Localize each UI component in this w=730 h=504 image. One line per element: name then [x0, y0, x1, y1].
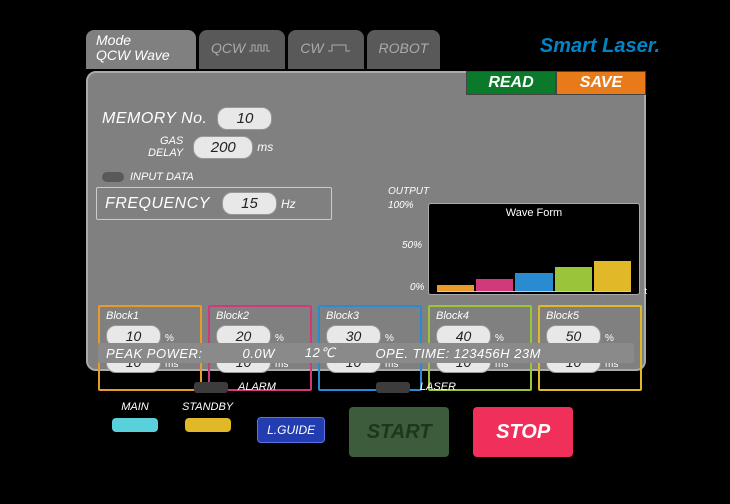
- gas-delay-value[interactable]: 200: [193, 136, 253, 159]
- brand-logo: Smart Laser.: [540, 35, 660, 58]
- main-led: [112, 418, 158, 432]
- memory-label: MEMORY No.: [102, 110, 207, 128]
- stop-button[interactable]: STOP: [473, 407, 573, 457]
- status-bar: PEAK POWER: 0.0W 12℃ OPE. TIME: 123456H …: [98, 343, 634, 363]
- ope-time-label: OPE. TIME:: [375, 346, 449, 361]
- temperature: 12℃: [305, 345, 336, 361]
- gas-delay-label: GAS DELAY: [148, 135, 183, 159]
- save-button[interactable]: SAVE: [556, 71, 646, 95]
- main-label: MAIN: [121, 401, 149, 413]
- lguide-button[interactable]: L.GUIDE: [257, 417, 325, 443]
- input-data-label: INPUT DATA: [130, 171, 194, 183]
- frequency-value[interactable]: 15: [222, 192, 277, 215]
- block-title: Block2: [216, 310, 304, 322]
- start-button[interactable]: START: [349, 407, 449, 457]
- input-data-led: [102, 172, 124, 182]
- chart-bar: [594, 261, 631, 292]
- tab-line1: Mode: [96, 33, 170, 48]
- standby-led: [185, 418, 231, 432]
- frequency-unit: Hz: [281, 197, 296, 211]
- frequency-label: FREQUENCY: [105, 195, 210, 213]
- alarm-led: [194, 382, 228, 393]
- main-panel: READ SAVE MEMORY No. 10 GAS DELAY 200 ms…: [86, 71, 646, 371]
- tab-qcw[interactable]: QCW: [199, 30, 285, 69]
- waveform-chart: OUTPUT 100% 50% 0% Wave Form t: [388, 198, 640, 298]
- output-label: OUTPUT: [388, 186, 429, 197]
- bottom-buttons: MAIN STANDBY L.GUIDE START STOP: [112, 401, 573, 457]
- peak-power-value: 0.0W: [243, 346, 275, 361]
- chart-bar: [437, 285, 474, 291]
- memory-value[interactable]: 10: [217, 107, 272, 130]
- tab-cw[interactable]: CW: [288, 30, 363, 69]
- read-button[interactable]: READ: [466, 71, 556, 95]
- chart-bar: [476, 279, 513, 291]
- ope-time-value: 123456H 23M: [454, 346, 541, 361]
- standby-label: STANDBY: [182, 401, 233, 413]
- tab-line2: QCW Wave: [96, 48, 170, 63]
- peak-power-label: PEAK POWER:: [106, 346, 203, 361]
- tab-robot[interactable]: ROBOT: [367, 30, 441, 69]
- laser-led: [376, 382, 410, 393]
- mode-tabs: Mode QCW Wave QCW CW ROBOT: [86, 30, 440, 69]
- alarm-label: ALARM: [238, 381, 276, 393]
- block-title: Block5: [546, 310, 634, 322]
- block-title: Block4: [436, 310, 524, 322]
- laser-label: LASER: [420, 381, 456, 393]
- indicator-row: ALARM LASER: [194, 381, 456, 393]
- block-title: Block3: [326, 310, 414, 322]
- chart-bar: [515, 273, 552, 291]
- chart-bar: [555, 267, 592, 291]
- block-title: Block1: [106, 310, 194, 322]
- chart-title: Wave Form: [429, 204, 639, 222]
- tab-qcw-wave[interactable]: Mode QCW Wave: [86, 30, 196, 69]
- gas-delay-unit: ms: [257, 140, 273, 154]
